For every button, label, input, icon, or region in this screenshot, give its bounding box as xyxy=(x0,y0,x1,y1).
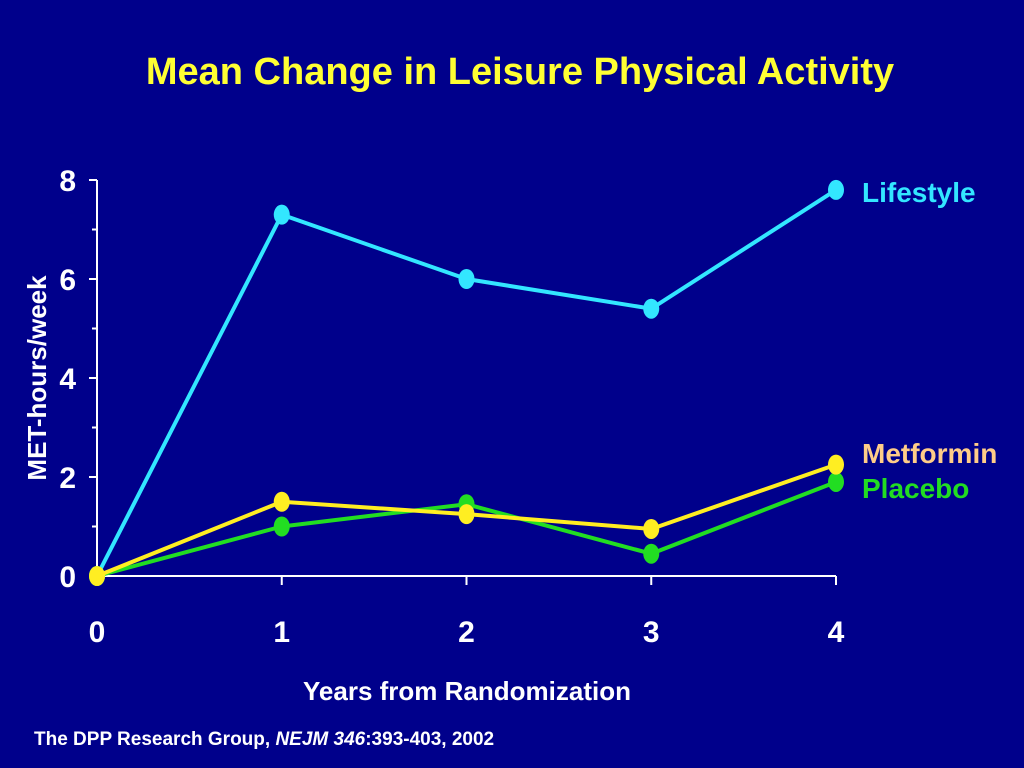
x-tick-label: 2 xyxy=(458,616,475,649)
x-axis-title: Years from Randomization xyxy=(303,676,631,706)
x-tick-label: 3 xyxy=(643,616,660,649)
x-axis-ticks: 0 1 2 3 4 xyxy=(89,576,845,649)
citation: The DPP Research Group, NEJM 346:393-403… xyxy=(34,729,494,750)
citation-suffix: :393-403, 2002 xyxy=(365,729,494,750)
data-point-metformin xyxy=(643,518,660,539)
data-point-placebo xyxy=(643,543,660,564)
data-point-metformin xyxy=(273,491,290,512)
data-point-placebo xyxy=(273,516,290,537)
x-tick-label: 0 xyxy=(89,616,106,649)
citation-prefix: The DPP Research Group, xyxy=(34,729,275,750)
legend-label-metformin: Metformin xyxy=(862,438,997,469)
data-point-lifestyle xyxy=(643,298,660,319)
legend-label-placebo: Placebo xyxy=(862,473,969,504)
data-point-placebo xyxy=(828,471,844,492)
chart-title: Mean Change in Leisure Physical Activity xyxy=(146,51,894,93)
y-tick-label: 0 xyxy=(59,561,76,594)
data-point-lifestyle xyxy=(273,204,290,225)
y-tick-label: 4 xyxy=(59,363,76,396)
data-point-lifestyle xyxy=(458,269,475,289)
y-tick-label: 6 xyxy=(59,264,76,297)
y-axis-ticks: 0 2 4 6 8 xyxy=(59,165,97,594)
series-group xyxy=(89,179,844,586)
legend: Lifestyle Placebo Metformin xyxy=(862,177,997,504)
legend-label-lifestyle: Lifestyle xyxy=(862,177,976,208)
data-point-lifestyle xyxy=(828,179,844,200)
x-tick-label: 1 xyxy=(273,616,290,649)
x-tick-label: 4 xyxy=(828,616,845,649)
y-tick-label: 8 xyxy=(59,165,76,198)
data-point-metformin xyxy=(89,566,105,586)
citation-journal: NEJM 346 xyxy=(275,729,365,750)
y-tick-label: 2 xyxy=(59,462,76,495)
data-point-metformin xyxy=(458,504,475,525)
y-axis-title: MET-hours/week xyxy=(22,275,52,481)
data-point-metformin xyxy=(828,454,844,475)
